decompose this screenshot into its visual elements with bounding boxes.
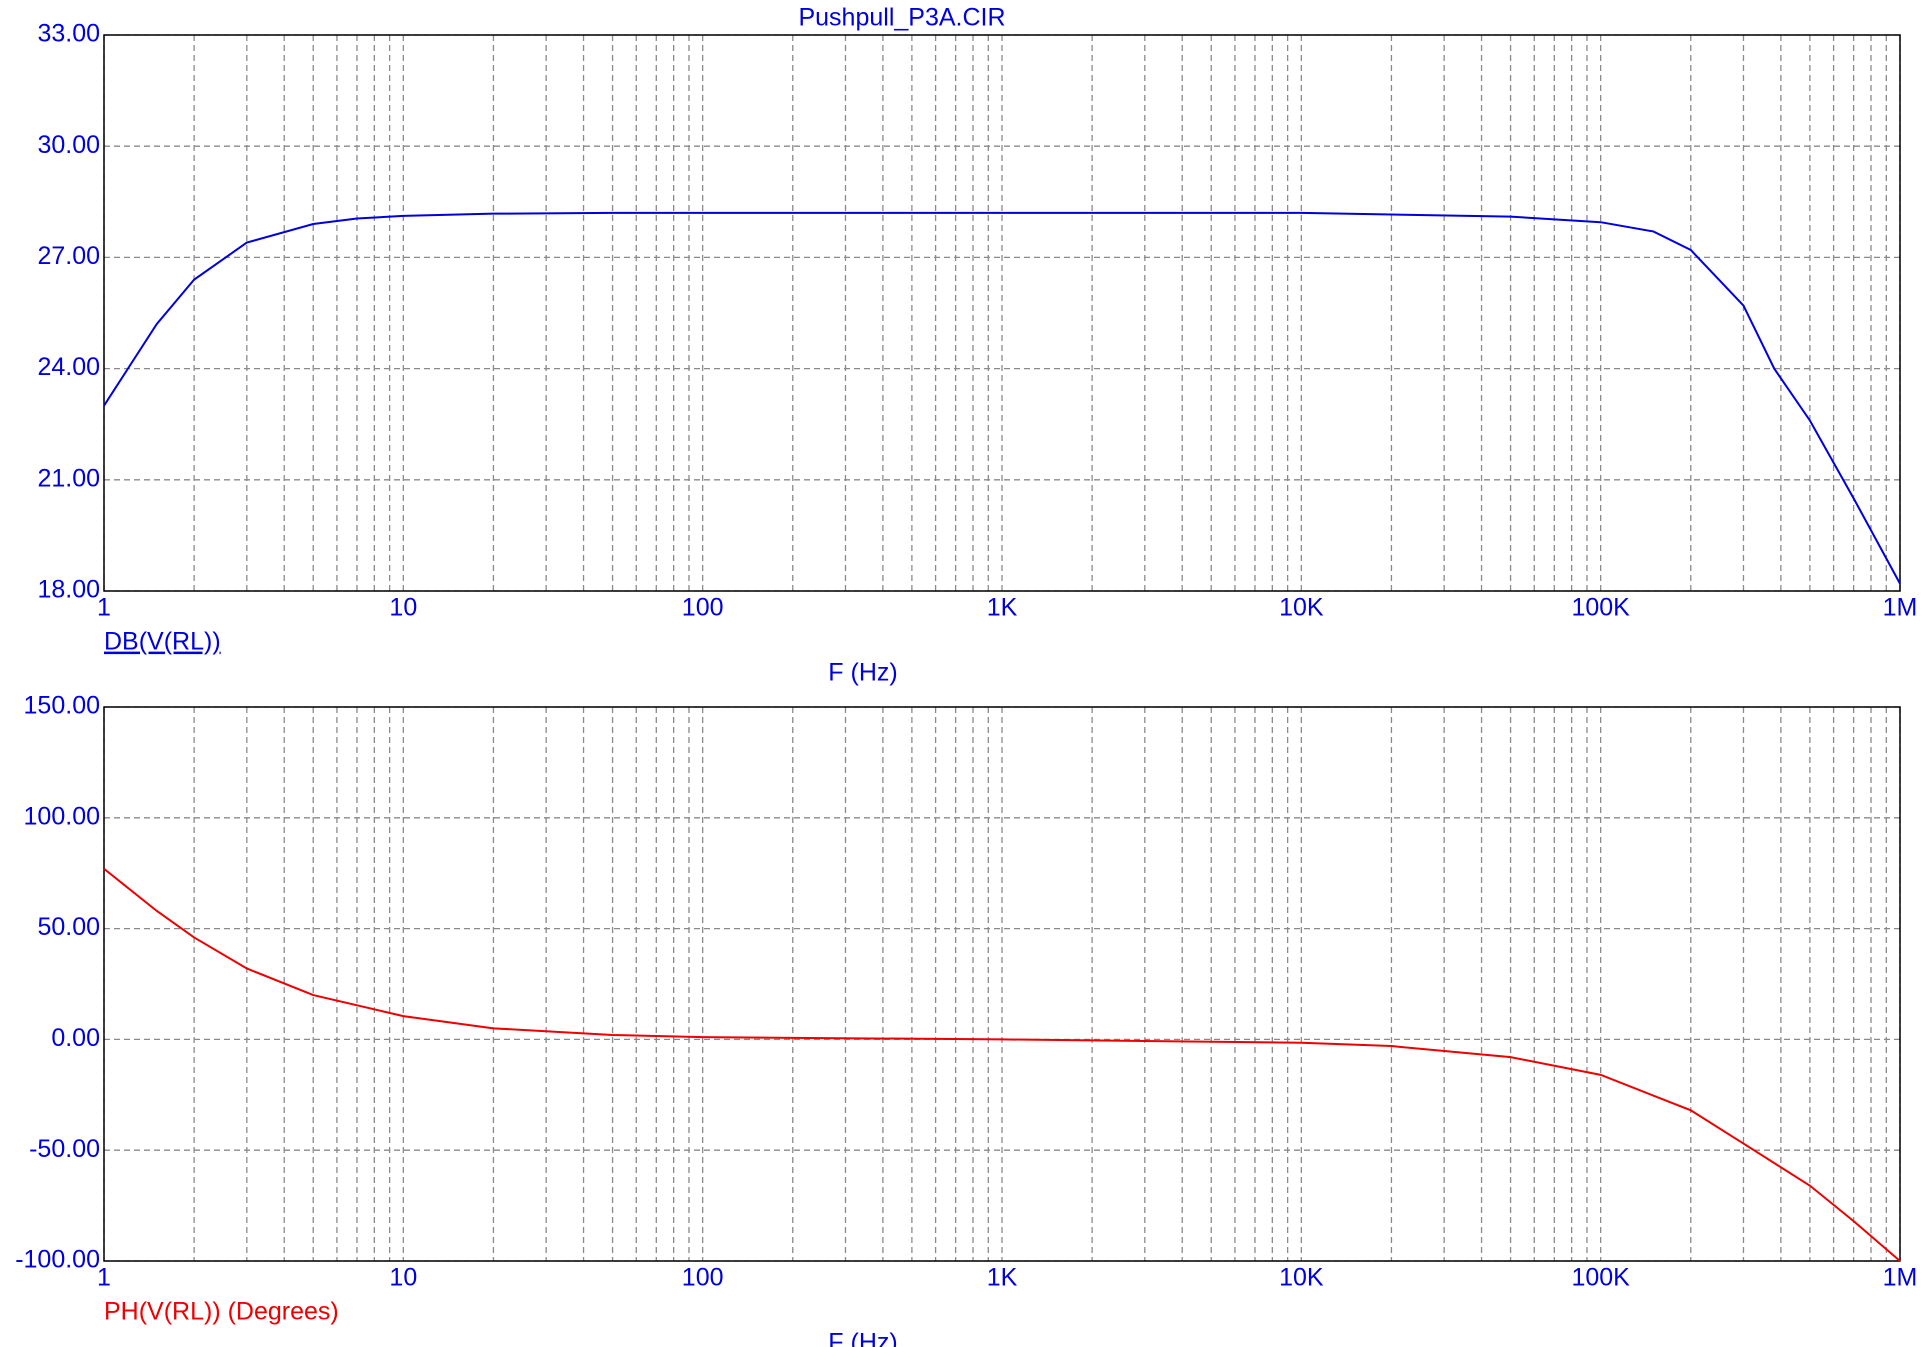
x-tick-label: 10	[389, 1264, 417, 1292]
x-tick-label: 100K	[1571, 1264, 1630, 1292]
x-tick-label: 10	[389, 594, 417, 622]
data-line	[103, 211, 1901, 585]
plot-frame	[103, 34, 1901, 592]
x-tick-label: 10K	[1279, 594, 1324, 622]
y-tick-label: -50.00	[29, 1135, 100, 1163]
x-tick-label: 1	[97, 594, 111, 622]
x-tick-label: 100	[682, 1264, 724, 1292]
y-tick-label: 27.00	[37, 242, 100, 270]
data-line	[103, 867, 1901, 1262]
x-tick-label: 10K	[1279, 1264, 1324, 1292]
y-tick-label: 50.00	[37, 913, 100, 941]
x-axis-label: F (Hz)	[828, 659, 897, 687]
y-tick-label: 0.00	[51, 1024, 100, 1052]
y-tick-label: 33.00	[37, 20, 100, 48]
x-axis-label: F (Hz)	[828, 1329, 897, 1347]
x-tick-label: 1M	[1883, 594, 1918, 622]
x-tick-label: 100K	[1571, 594, 1630, 622]
x-tick-label: 1M	[1883, 1264, 1918, 1292]
legend-entry: PH(V(RL)) (Degrees)	[104, 1298, 339, 1326]
x-tick-label: 1K	[987, 594, 1018, 622]
plot-frame	[103, 706, 1901, 1262]
legend-entry: DB(V(RL))	[104, 628, 221, 656]
x-tick-label: 1	[97, 1264, 111, 1292]
y-tick-label: 21.00	[37, 464, 100, 492]
y-tick-label: 30.00	[37, 131, 100, 159]
x-tick-label: 100	[682, 594, 724, 622]
y-tick-label: 24.00	[37, 353, 100, 381]
y-tick-label: 100.00	[24, 802, 100, 830]
y-tick-label: 150.00	[24, 692, 100, 720]
chart-title: Pushpull_P3A.CIR	[798, 4, 1005, 32]
x-tick-label: 1K	[987, 1264, 1018, 1292]
y-tick-label: -100.00	[15, 1246, 100, 1274]
y-tick-label: 18.00	[37, 576, 100, 604]
